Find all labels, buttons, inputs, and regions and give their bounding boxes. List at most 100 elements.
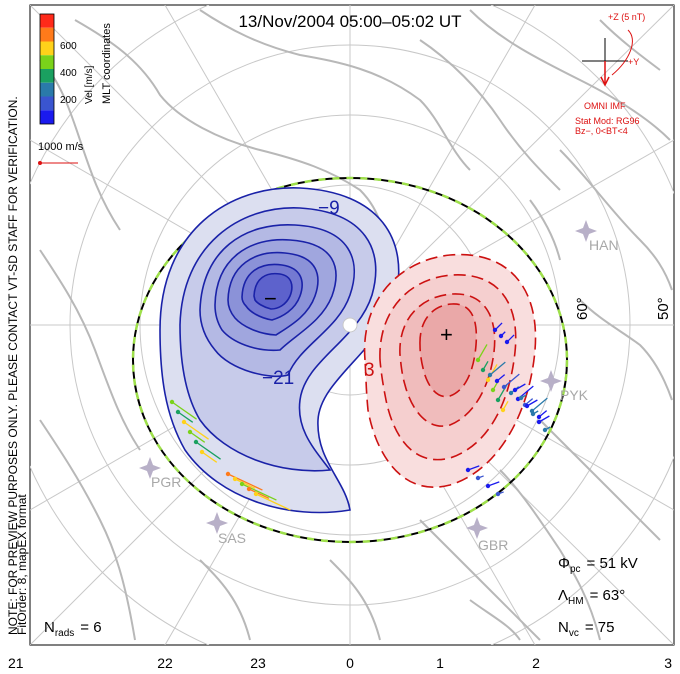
imf-clock-dial — [582, 29, 633, 87]
imf-plus-z-label: +Z (5 nT) — [608, 12, 645, 22]
coastlines — [39, 9, 673, 641]
velocity-vector-origin — [253, 491, 259, 497]
radar-site-pyk-icon — [540, 370, 562, 392]
velocity-vector — [177, 411, 194, 423]
vector-count: Nvc = 75 — [558, 619, 614, 639]
colorbar-segment — [40, 14, 54, 28]
dawn-convection-cell — [363, 253, 537, 488]
velocity-vectors — [169, 322, 551, 511]
velocity-vector — [227, 473, 263, 491]
velocity-vector — [183, 421, 209, 440]
velocity-vector-origin — [542, 427, 548, 433]
velocity-vector-origin — [232, 476, 238, 482]
colorbar-segment — [40, 96, 54, 111]
hm-boundary-latitude: ΛHM = 63° — [558, 587, 625, 607]
coordinate-system-label: MLT coordinates — [101, 23, 113, 104]
dusk-convection-cell — [159, 187, 400, 514]
mlt-tick-21: 21 — [8, 655, 24, 671]
imf-plus-y-label: +Y — [628, 57, 639, 67]
colorbar-segment — [40, 82, 54, 97]
velocity-vector-origin — [524, 403, 530, 409]
velocity-vector — [489, 361, 506, 376]
velocity-colorbar — [39, 13, 55, 125]
velocity-vector — [531, 397, 548, 412]
velocity-vector-origin — [490, 387, 496, 393]
velocity-vector-origin — [498, 333, 504, 339]
velocity-vector-origin — [193, 439, 199, 445]
radar-count: Nrads = 6 — [44, 619, 102, 639]
radar-label-han: HAN — [589, 237, 619, 253]
velocity-vector — [171, 401, 197, 420]
velocity-vector-origin — [495, 397, 501, 403]
latitude-label-50: 50° — [655, 297, 672, 320]
velocity-vector-origin — [500, 407, 506, 413]
velocity-vector-origin — [485, 483, 491, 489]
radar-site-sas-icon — [206, 512, 228, 534]
scale-vector — [38, 161, 78, 165]
velocity-vector-origin — [475, 357, 481, 363]
colorbar-segment — [40, 110, 54, 124]
colorbar-tick-400: 400 — [60, 68, 77, 79]
velocity-vector-origin — [199, 449, 205, 455]
radar-label-pgr: PGR — [151, 474, 181, 490]
velocity-vector — [248, 488, 270, 499]
radar-site-pgr-icon — [139, 457, 161, 479]
colorbar-segment — [40, 69, 54, 83]
potential-maximum-marker: + — [440, 322, 453, 347]
velocity-vector — [201, 451, 218, 463]
velocity-vector-origin — [187, 429, 193, 435]
velocity-vector-origin — [175, 409, 181, 415]
velocity-vector-origin — [530, 411, 536, 417]
velocity-vector-origin — [181, 419, 187, 425]
velocity-vector — [195, 441, 221, 460]
velocity-vector-origin — [518, 395, 524, 401]
radar-label-pyk: PYK — [560, 387, 589, 403]
latitude-label-60: 60° — [574, 297, 591, 320]
velocity-vector-origin — [475, 475, 481, 481]
radar-site-han-icon — [575, 220, 597, 242]
mlt-tick-22: 22 — [157, 655, 173, 671]
velocity-vector-origin — [495, 491, 501, 497]
preview-note: NOTE: FOR PREVIEW PURPOSES ONLY. PLEASE … — [6, 96, 20, 635]
colorbar-segment — [40, 41, 54, 56]
fit-order: FitOrder: 8, mapEX format — [15, 494, 29, 635]
colorbar-segment — [40, 27, 54, 42]
cross-polar-potential: Φpc = 51 kV — [558, 555, 638, 575]
scale-vector-label: 1000 m/s — [38, 141, 84, 153]
radar-sites — [139, 220, 597, 539]
velocity-vector-origin — [508, 390, 514, 396]
imf-condition: Bz−, 0<BT<4 — [575, 126, 628, 136]
colorbar-tick-200: 200 — [60, 95, 77, 106]
contour-label-minus-9: −9 — [318, 198, 340, 219]
colorbar-tick-600: 600 — [60, 41, 77, 52]
velocity-vector-origin — [504, 339, 510, 345]
pole-marker — [342, 317, 358, 333]
radar-site-gbr-icon — [466, 517, 488, 539]
colorbar-border — [39, 13, 55, 125]
velocity-vector-origin — [485, 377, 491, 383]
velocity-vector-origin — [169, 399, 175, 405]
velocity-vector — [477, 344, 488, 361]
velocity-vector — [189, 431, 206, 443]
heppner-maynard-boundary — [131, 176, 569, 544]
mlt-tick-3: 3 — [664, 655, 672, 671]
mlt-tick-1: 1 — [436, 655, 444, 671]
velocity-vector-origin — [536, 414, 542, 420]
velocity-vector-origin — [492, 327, 498, 333]
colorbar-segment — [40, 55, 54, 69]
velocity-vector-origin — [465, 467, 471, 473]
stat-model: Stat Mod: RG96 — [575, 116, 640, 126]
velocity-vector-origin — [512, 387, 518, 393]
velocity-vector — [234, 478, 256, 489]
radar-label-sas: SAS — [218, 530, 246, 546]
mlt-tick-0: 0 — [346, 655, 354, 671]
radar-label-gbr: GBR — [478, 537, 508, 553]
colorbar-label: Vel [m/s] — [84, 65, 95, 104]
contour-label-3: 3 — [364, 360, 375, 381]
velocity-vector-origin — [480, 367, 486, 373]
velocity-vector-origin — [487, 372, 493, 378]
imf-source: OMNI IMF — [584, 101, 626, 111]
contour-label-minus-21: −21 — [262, 368, 294, 389]
velocity-vector-origin — [536, 419, 542, 425]
